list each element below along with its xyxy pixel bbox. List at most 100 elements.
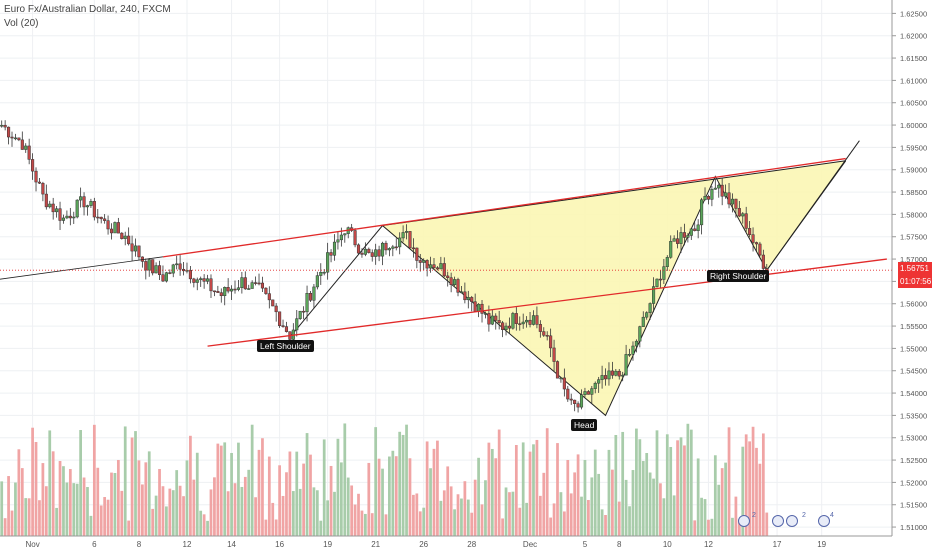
- event-count: 4: [830, 512, 834, 519]
- volume-bar: [490, 448, 494, 536]
- volume-bar: [552, 503, 556, 536]
- candle-body: [133, 245, 138, 252]
- candle-body: [617, 370, 621, 377]
- trendline-upper: [162, 157, 846, 258]
- time-axis[interactable]: Nov 6 8 12 14 16 19 21 26 28 Dec 5 8 10 12 17 19: [0, 535, 892, 549]
- candle-body: [521, 321, 525, 325]
- candle-body: [583, 391, 587, 395]
- price-tick-label: 1.61000: [900, 76, 927, 85]
- candle-body: [61, 217, 66, 221]
- candle-body: [669, 241, 673, 258]
- volume-bar: [79, 430, 82, 536]
- volume-bar: [710, 518, 714, 536]
- candle-body: [175, 263, 179, 266]
- candle-body: [700, 199, 704, 226]
- volume-bar: [635, 428, 638, 536]
- candle-body: [744, 213, 748, 229]
- candle-body: [734, 198, 738, 209]
- volume-bar: [165, 506, 168, 536]
- candle-body: [353, 230, 357, 246]
- candle-body: [607, 370, 611, 380]
- candle-body: [51, 203, 55, 213]
- volume-bar: [103, 497, 107, 536]
- volume-bar: [271, 502, 275, 536]
- volume-bar: [51, 451, 55, 536]
- volume-bar: [624, 479, 628, 536]
- candle-body: [55, 208, 59, 213]
- candle-body: [658, 278, 662, 281]
- volume-bar: [168, 488, 172, 536]
- volume-bar: [339, 462, 343, 536]
- volume-bar: [487, 442, 491, 536]
- volume-bar: [68, 469, 72, 536]
- volume-bar: [219, 445, 223, 536]
- candle-body: [648, 303, 652, 313]
- price-axis[interactable]: 1.62500 1.62000 1.61500 1.61000 1.60500 1.600…: [891, 0, 927, 536]
- volume-bar: [484, 480, 487, 536]
- candle-body: [494, 315, 498, 321]
- volume-bar: [291, 491, 295, 536]
- event-icon[interactable]: [786, 515, 798, 527]
- candle-body: [336, 239, 340, 243]
- volume-bar: [700, 497, 703, 536]
- volume-bar: [693, 520, 697, 536]
- event-icon[interactable]: [738, 515, 750, 527]
- volume-bar: [473, 479, 477, 536]
- candle-body: [20, 139, 24, 150]
- candle-body: [463, 291, 467, 301]
- volume-bar: [353, 504, 357, 536]
- volume-bar: [261, 438, 264, 536]
- volume-bar: [549, 517, 553, 536]
- volume-bar: [367, 462, 371, 536]
- candle-body: [326, 252, 330, 273]
- candle-body: [645, 312, 649, 318]
- volume-bar: [309, 454, 312, 536]
- volume-bar: [154, 495, 158, 536]
- candle-body: [374, 249, 378, 257]
- volume-bar: [422, 507, 426, 536]
- event-icon[interactable]: [772, 515, 784, 527]
- volume-bar: [370, 513, 374, 536]
- price-tick-label: 1.54500: [900, 367, 927, 376]
- candle-body: [401, 232, 405, 239]
- price-tick-label: 1.52500: [900, 456, 927, 465]
- volume-bar: [192, 479, 196, 536]
- volume-bar: [151, 508, 155, 536]
- volume-bar: [593, 449, 597, 536]
- candle-body: [686, 235, 690, 238]
- volume-bar: [436, 440, 439, 536]
- volume-bar: [659, 483, 662, 536]
- volume-bar: [189, 435, 192, 536]
- volume-bar: [116, 459, 120, 536]
- trendline-extension: [0, 256, 164, 280]
- volume-bar: [89, 515, 93, 536]
- volume-bar: [264, 519, 268, 536]
- symbol-title: Euro Fx/Australian Dollar, 240, FXCM: [4, 4, 171, 15]
- volume-bar: [185, 460, 189, 536]
- candle-body: [267, 293, 271, 301]
- volume-bar: [326, 500, 330, 536]
- volume-bar: [645, 453, 649, 536]
- volume-bar: [34, 441, 38, 536]
- volume-bar: [597, 473, 601, 536]
- price-tick-label: 1.60000: [900, 121, 927, 130]
- volume-bar: [178, 485, 182, 536]
- volume-indicator-label[interactable]: Vol (20): [4, 18, 39, 29]
- volume-bar: [388, 456, 391, 536]
- volume-bar: [120, 490, 124, 536]
- volume-bar: [86, 487, 89, 536]
- time-tick-label: Dec: [523, 540, 537, 549]
- volume-bar: [720, 468, 724, 536]
- volume-bar: [240, 486, 244, 536]
- volume-bar: [237, 442, 240, 536]
- candle-body: [398, 237, 402, 248]
- time-tick-label: 14: [227, 540, 236, 549]
- candle-body: [689, 228, 693, 236]
- candle-body: [480, 303, 484, 314]
- candle-body: [199, 278, 203, 281]
- volume-bar: [377, 458, 381, 536]
- candle-body: [85, 205, 90, 208]
- event-icon[interactable]: [818, 515, 830, 527]
- candle-body: [226, 287, 230, 292]
